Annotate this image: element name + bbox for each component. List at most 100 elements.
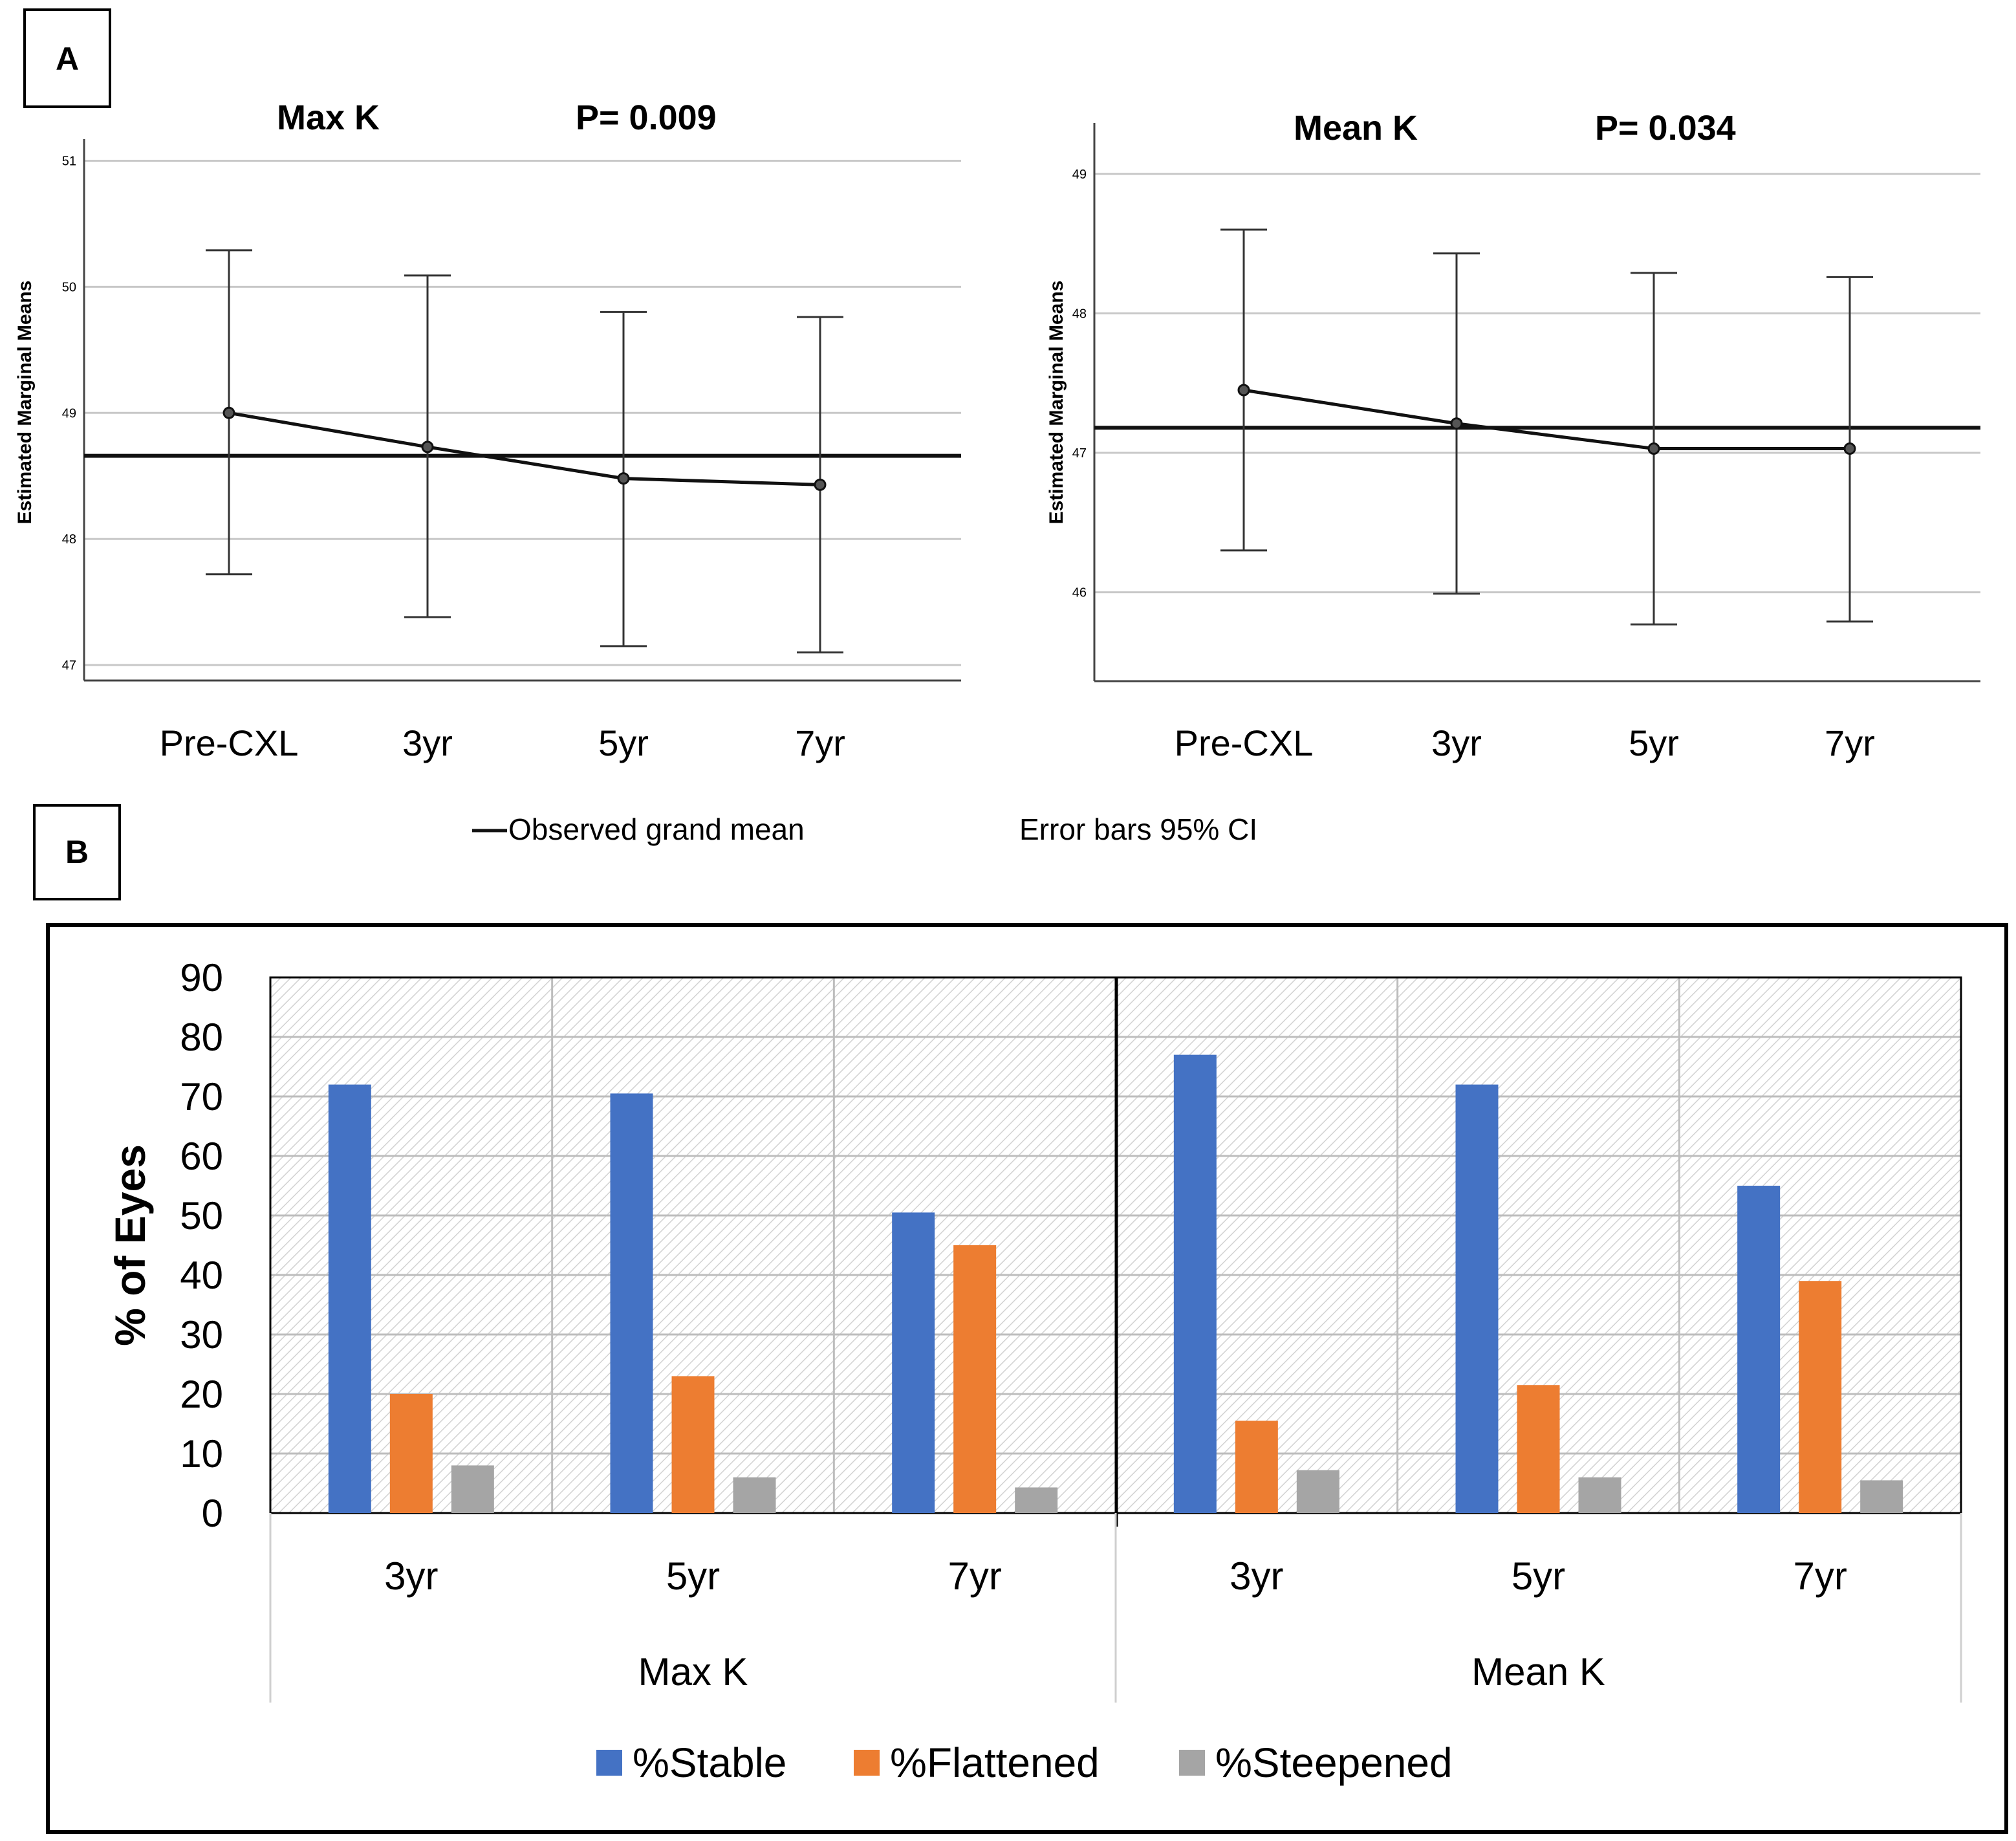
maxk-category-label: 5yr — [598, 723, 649, 763]
eyes-bar-stable — [1737, 1186, 1781, 1513]
eyes-bar-stable — [610, 1093, 653, 1513]
chart-maxk: Max K P= 0.009 47 48 49 50 51 Estimated Marg… — [14, 98, 961, 763]
meank-category-label: Pre-CXL — [1175, 723, 1314, 763]
meank-mean-point — [1237, 384, 1250, 397]
chart-eyes-x-axis: 3yr 5yr 7yr Max K 3yr 5yr 7yr Mean K — [269, 1513, 1962, 1703]
chart-maxk-pvalue: P= 0.009 — [576, 98, 717, 137]
eyes-category-label: 7yr — [1793, 1554, 1847, 1598]
panel-b-label: B — [33, 804, 121, 900]
eyes-bar-steepened — [1015, 1487, 1058, 1513]
eyes-bar-stable — [1173, 1054, 1217, 1513]
eyes-bar-flattened — [389, 1394, 433, 1513]
maxk-category-label: 3yr — [402, 723, 453, 763]
eyes-group-label: Max K — [638, 1650, 748, 1694]
eyes-ytick-label: 0 — [202, 1492, 223, 1535]
eyes-bar-steepened — [1296, 1470, 1339, 1513]
eyes-bar-steepened — [1860, 1480, 1903, 1513]
eyes-bar-steepened — [733, 1477, 776, 1513]
eyes-category-label: 3yr — [384, 1554, 438, 1598]
eyes-category-label: 7yr — [948, 1554, 1001, 1598]
eyes-ytick-label: 30 — [180, 1313, 223, 1356]
chart-meank-title: Mean K — [1294, 109, 1418, 147]
eyes-bar-flattened — [1235, 1421, 1278, 1513]
chart-meank-y-ticks: 46 47 48 49 — [1072, 168, 1087, 600]
chart-eyes-legend: %Stable %Flattened %Steepened — [596, 1739, 1453, 1786]
maxk-ytick-label: 49 — [62, 406, 76, 420]
chart-eyes: 0 10 20 30 40 50 60 70 80 90 % of Eyes 3yr 5yr 7yr M… — [106, 956, 1962, 1786]
eyes-bar-flattened — [953, 1245, 997, 1513]
eyes-bar-steepened — [1578, 1477, 1621, 1513]
error-bars-note: Error bars 95% CI — [1019, 812, 1257, 846]
legend-label-steepened: %Steepened — [1215, 1739, 1453, 1786]
eyes-ytick-label: 40 — [180, 1254, 223, 1297]
meank-ytick-label: 49 — [1072, 168, 1087, 182]
maxk-category-label: 7yr — [795, 723, 845, 763]
eyes-bar-stable — [892, 1212, 935, 1513]
legend-label-flattened: %Flattened — [890, 1739, 1100, 1786]
meank-ytick-label: 46 — [1072, 586, 1087, 600]
panel-b-label-text: B — [65, 834, 89, 870]
grand-mean-legend-label: Observed grand mean — [508, 812, 805, 846]
chart-meank-marks — [1094, 228, 1980, 626]
maxk-mean-point — [814, 478, 827, 491]
eyes-bar-flattened — [1517, 1385, 1560, 1513]
eyes-bar-flattened — [1799, 1281, 1842, 1513]
meank-mean-line — [1243, 388, 1850, 451]
chart-maxk-categories: Pre-CXL 3yr 5yr 7yr — [160, 723, 845, 763]
maxk-ytick-label: 51 — [62, 154, 76, 168]
maxk-ytick-label: 50 — [62, 280, 76, 294]
maxk-mean-point — [222, 406, 235, 419]
eyes-category-label: 5yr — [1512, 1554, 1565, 1598]
meank-ytick-label: 47 — [1072, 446, 1087, 461]
maxk-category-label: Pre-CXL — [160, 723, 299, 763]
legend-swatch-flattened — [854, 1750, 880, 1776]
meank-ytick-label: 48 — [1072, 307, 1087, 321]
meank-category-label: 5yr — [1629, 723, 1679, 763]
eyes-bar-flattened — [671, 1376, 715, 1513]
chart-meank-pvalue: P= 0.034 — [1595, 109, 1736, 147]
legend-swatch-stable — [596, 1750, 622, 1776]
chart-eyes-ylabel: % of Eyes — [106, 1144, 154, 1346]
maxk-mean-point — [617, 472, 630, 485]
eyes-ytick-label: 90 — [180, 956, 223, 999]
chart-maxk-gridlines — [84, 159, 961, 666]
chart-eyes-y-ticks: 0 10 20 30 40 50 60 70 80 90 — [180, 956, 223, 1535]
eyes-category-label: 3yr — [1230, 1554, 1283, 1598]
eyes-bar-stable — [328, 1084, 371, 1513]
eyes-ytick-label: 60 — [180, 1135, 223, 1178]
chart-maxk-y-ticks: 47 48 49 50 51 — [62, 154, 76, 673]
meank-mean-point — [1843, 442, 1856, 455]
eyes-group-label: Mean K — [1471, 1650, 1605, 1694]
panel-a-legend: Observed grand mean Error bars 95% CI — [472, 812, 1257, 846]
meank-category-label: 7yr — [1825, 723, 1875, 763]
panel-a-label-text: A — [56, 41, 79, 77]
eyes-category-label: 5yr — [666, 1554, 720, 1598]
chart-meank: Mean K P= 0.034 46 47 48 49 Estimated Margi… — [1046, 109, 1980, 763]
meank-category-label: 3yr — [1431, 723, 1482, 763]
chart-meank-ylabel: Estimated Marginal Means — [1046, 281, 1067, 525]
eyes-bar-stable — [1455, 1084, 1499, 1513]
eyes-bar-steepened — [451, 1465, 494, 1513]
maxk-mean-line — [228, 411, 821, 486]
meank-mean-point — [1450, 417, 1463, 430]
chart-meank-categories: Pre-CXL 3yr 5yr 7yr — [1175, 723, 1875, 763]
eyes-ytick-label: 10 — [180, 1432, 223, 1476]
eyes-ytick-label: 50 — [180, 1194, 223, 1237]
eyes-ytick-label: 70 — [180, 1075, 223, 1118]
maxk-ytick-label: 48 — [62, 532, 76, 547]
panel-b-frame — [46, 923, 2008, 1834]
chart-maxk-title: Max K — [277, 98, 380, 137]
panel-a-label: A — [23, 8, 111, 108]
legend-label-stable: %Stable — [633, 1739, 786, 1786]
maxk-ytick-label: 47 — [62, 659, 76, 673]
eyes-ytick-label: 20 — [180, 1373, 223, 1416]
eyes-ytick-label: 80 — [180, 1016, 223, 1059]
chart-eyes-bars — [328, 1054, 1903, 1513]
legend-swatch-steepened — [1179, 1750, 1205, 1776]
chart-maxk-marks — [84, 249, 961, 654]
meank-mean-point — [1647, 442, 1660, 455]
maxk-mean-point — [421, 441, 434, 453]
chart-maxk-ylabel: Estimated Marginal Means — [14, 281, 36, 525]
chart-meank-gridlines — [1094, 173, 1980, 594]
